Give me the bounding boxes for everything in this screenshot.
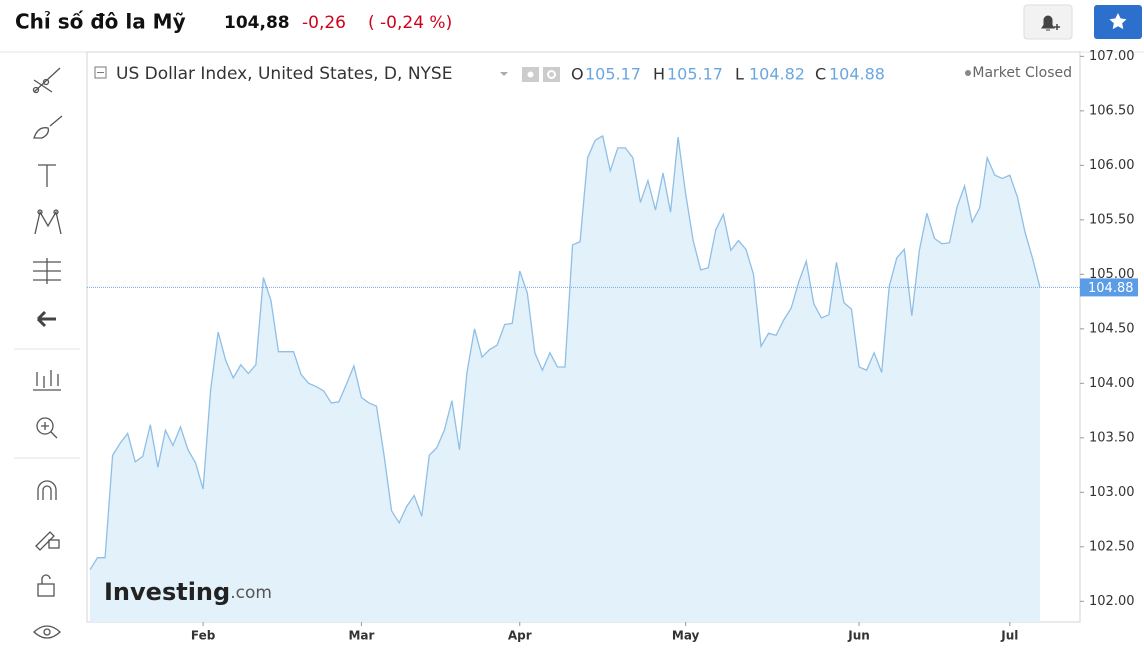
- ohlc-key: L: [735, 65, 744, 84]
- x-tick-label: Feb: [191, 629, 216, 643]
- watermark: Investing.com: [104, 578, 272, 606]
- y-tick-label: 104.50: [1089, 321, 1135, 336]
- watermark-brand: Investing: [104, 578, 230, 606]
- x-tick-label: Jul: [1000, 629, 1018, 643]
- ohlc-value: 104.88: [829, 65, 885, 84]
- text-tool[interactable]: [38, 164, 56, 187]
- last-price-label: 104.88: [1088, 281, 1134, 296]
- zoom-tool[interactable]: [36, 417, 58, 439]
- ohlc-value: 105.17: [585, 65, 641, 84]
- settings-button[interactable]: [543, 67, 560, 82]
- ohlc-key: C: [815, 65, 826, 84]
- x-tick-label: Jun: [847, 629, 870, 643]
- alert-button[interactable]: [1023, 4, 1073, 40]
- y-tick-label: 105.00: [1089, 267, 1135, 282]
- status-dot: [965, 70, 971, 76]
- header-bar: [0, 0, 1144, 52]
- dropdown-caret[interactable]: [500, 72, 508, 76]
- star-icon: [1109, 13, 1127, 30]
- ohlc-key: O: [571, 65, 584, 84]
- indicator-tool[interactable]: [33, 370, 61, 391]
- plus-icon: [1054, 24, 1060, 30]
- price-change-percent: ( -0,24 %): [368, 13, 452, 33]
- y-tick-label: 107.00: [1089, 49, 1135, 64]
- x-tick-label: Mar: [348, 629, 374, 643]
- unlock-tool[interactable]: [37, 574, 55, 597]
- price-change: -0,26: [302, 13, 346, 33]
- ohlc-value: 104.82: [749, 65, 805, 84]
- last-price-box: [1080, 278, 1138, 297]
- visibility-tool[interactable]: [33, 625, 61, 639]
- y-tick-label: 106.50: [1089, 103, 1135, 118]
- y-tick-label: 104.00: [1089, 376, 1135, 391]
- price-line: [89, 134, 1041, 571]
- y-tick-label: 103.00: [1089, 485, 1135, 500]
- gear-icon: [547, 70, 556, 79]
- watchlist-button[interactable]: [1094, 5, 1142, 39]
- area-fill: [90, 135, 1040, 623]
- watermark-suffix: .com: [230, 583, 272, 603]
- brush-tool[interactable]: [33, 115, 63, 139]
- ohlc-legend: O 105.17 H 105.17 L 104.82 C 104.88: [571, 65, 885, 84]
- plot: 102.00 102.50 103.00 103.50 104.00 104.50 105.…: [87, 49, 1138, 643]
- magnet-tool[interactable]: [37, 480, 57, 500]
- eye-icon: [527, 71, 534, 78]
- y-tick-label: 102.50: [1089, 539, 1135, 554]
- price: 104,88: [224, 13, 290, 33]
- lock-drawing-tool[interactable]: [35, 531, 60, 551]
- ohlc-key: H: [653, 65, 665, 84]
- bell-icon: [1041, 15, 1055, 31]
- toolbar: [14, 67, 80, 639]
- back-tool[interactable]: [36, 310, 56, 328]
- ohlc-value: 105.17: [667, 65, 723, 84]
- y-tick-label: 102.00: [1089, 594, 1135, 609]
- pattern-tool[interactable]: [34, 209, 62, 235]
- x-tick-label: May: [672, 629, 700, 643]
- y-tick-label: 105.50: [1089, 212, 1135, 227]
- collapse-icon[interactable]: [94, 66, 107, 79]
- trend-line-tool[interactable]: [32, 67, 61, 94]
- y-tick-label: 103.50: [1089, 430, 1135, 445]
- fib-tool[interactable]: [33, 258, 61, 284]
- page-title: Chỉ số đô la Mỹ: [15, 10, 186, 34]
- market-status: Market Closed: [972, 65, 1072, 81]
- y-tick-label: 106.00: [1089, 158, 1135, 173]
- x-tick-label: Apr: [508, 629, 532, 643]
- chart-title: US Dollar Index, United States, D, NYSE: [116, 64, 452, 84]
